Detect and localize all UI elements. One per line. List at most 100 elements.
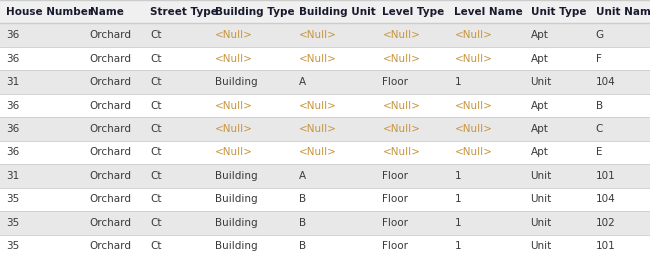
Text: 35: 35 — [6, 194, 20, 204]
Text: Building: Building — [215, 194, 258, 204]
Text: <Null>: <Null> — [299, 124, 337, 134]
Text: G: G — [596, 30, 604, 40]
Text: A: A — [299, 171, 306, 181]
Bar — [0, 47, 650, 70]
Text: 35: 35 — [6, 218, 20, 228]
Text: <Null>: <Null> — [454, 101, 492, 110]
Text: 104: 104 — [596, 77, 616, 87]
Text: Apt: Apt — [530, 124, 549, 134]
Text: Orchard: Orchard — [90, 77, 132, 87]
Text: <Null>: <Null> — [299, 101, 337, 110]
Text: 36: 36 — [6, 148, 20, 157]
Text: Apt: Apt — [530, 148, 549, 157]
Text: <Null>: <Null> — [299, 30, 337, 40]
Text: 36: 36 — [6, 124, 20, 134]
Text: Ct: Ct — [150, 30, 161, 40]
Text: B: B — [596, 101, 603, 110]
Text: Orchard: Orchard — [90, 124, 132, 134]
Text: 1: 1 — [454, 241, 461, 251]
Text: Ct: Ct — [150, 54, 161, 64]
Text: Ct: Ct — [150, 241, 161, 251]
Text: B: B — [299, 241, 306, 251]
Text: 1: 1 — [454, 171, 461, 181]
Text: Unit Type: Unit Type — [530, 7, 586, 17]
Bar — [0, 94, 650, 117]
Text: <Null>: <Null> — [215, 124, 253, 134]
Text: Orchard: Orchard — [90, 241, 132, 251]
Text: <Null>: <Null> — [382, 30, 421, 40]
Text: Apt: Apt — [530, 101, 549, 110]
Text: Orchard: Orchard — [90, 171, 132, 181]
Bar — [0, 211, 650, 235]
Text: 104: 104 — [596, 194, 616, 204]
Bar — [0, 0, 650, 23]
Text: Floor: Floor — [382, 171, 408, 181]
Text: Street Type: Street Type — [150, 7, 218, 17]
Text: Apt: Apt — [530, 54, 549, 64]
Text: <Null>: <Null> — [382, 124, 421, 134]
Text: Ct: Ct — [150, 171, 161, 181]
Text: 31: 31 — [6, 77, 20, 87]
Text: Orchard: Orchard — [90, 218, 132, 228]
Text: 35: 35 — [6, 241, 20, 251]
Text: Level Type: Level Type — [382, 7, 445, 17]
Bar — [0, 141, 650, 164]
Text: Level Name: Level Name — [454, 7, 523, 17]
Text: C: C — [596, 124, 603, 134]
Text: Ct: Ct — [150, 148, 161, 157]
Text: Floor: Floor — [382, 241, 408, 251]
Text: <Null>: <Null> — [215, 30, 253, 40]
Text: Name: Name — [90, 7, 124, 17]
Text: Building Unit: Building Unit — [299, 7, 376, 17]
Text: 102: 102 — [596, 218, 616, 228]
Text: <Null>: <Null> — [454, 30, 492, 40]
Text: Building: Building — [215, 171, 258, 181]
Text: B: B — [299, 218, 306, 228]
Text: <Null>: <Null> — [215, 54, 253, 64]
Text: Ct: Ct — [150, 77, 161, 87]
Text: 36: 36 — [6, 101, 20, 110]
Bar — [0, 70, 650, 94]
Text: Apt: Apt — [530, 30, 549, 40]
Text: Orchard: Orchard — [90, 194, 132, 204]
Text: <Null>: <Null> — [382, 101, 421, 110]
Text: <Null>: <Null> — [299, 54, 337, 64]
Text: <Null>: <Null> — [454, 54, 492, 64]
Bar — [0, 164, 650, 188]
Text: A: A — [299, 77, 306, 87]
Text: 36: 36 — [6, 30, 20, 40]
Text: <Null>: <Null> — [299, 148, 337, 157]
Text: 1: 1 — [454, 77, 461, 87]
Text: <Null>: <Null> — [454, 148, 492, 157]
Text: Unit: Unit — [530, 218, 552, 228]
Text: Unit: Unit — [530, 171, 552, 181]
Text: Floor: Floor — [382, 194, 408, 204]
Bar — [0, 117, 650, 141]
Bar — [0, 23, 650, 47]
Text: Building Type: Building Type — [215, 7, 294, 17]
Text: 1: 1 — [454, 218, 461, 228]
Text: Unit: Unit — [530, 194, 552, 204]
Text: Ct: Ct — [150, 101, 161, 110]
Text: 1: 1 — [454, 194, 461, 204]
Text: Building: Building — [215, 77, 258, 87]
Text: Ct: Ct — [150, 124, 161, 134]
Text: B: B — [299, 194, 306, 204]
Text: Floor: Floor — [382, 77, 408, 87]
Text: <Null>: <Null> — [454, 124, 492, 134]
Text: E: E — [596, 148, 603, 157]
Text: <Null>: <Null> — [382, 148, 421, 157]
Text: 101: 101 — [596, 241, 616, 251]
Text: House Number: House Number — [6, 7, 93, 17]
Text: 36: 36 — [6, 54, 20, 64]
Text: Orchard: Orchard — [90, 54, 132, 64]
Bar — [0, 235, 650, 258]
Text: Ct: Ct — [150, 218, 161, 228]
Text: Unit: Unit — [530, 77, 552, 87]
Text: 101: 101 — [596, 171, 616, 181]
Text: Unit: Unit — [530, 241, 552, 251]
Text: Orchard: Orchard — [90, 101, 132, 110]
Text: Building: Building — [215, 218, 258, 228]
Text: Ct: Ct — [150, 194, 161, 204]
Text: Unit Name: Unit Name — [596, 7, 650, 17]
